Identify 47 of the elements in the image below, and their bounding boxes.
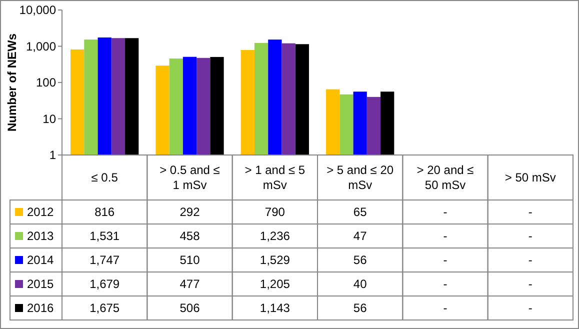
legend-label: 2016 — [27, 301, 54, 316]
y-axis-title: Number of NEWs — [5, 33, 19, 132]
data-label: 458 — [180, 229, 200, 244]
x-tick-label: > 5 and ≤ 20 mSv — [326, 163, 394, 192]
x-tick-label: ≤ 0.5 — [91, 170, 118, 185]
data-label: 506 — [180, 301, 200, 316]
data-label: 477 — [180, 277, 200, 292]
data-label: 1,531 — [90, 229, 120, 244]
text: - — [443, 253, 448, 268]
text: - — [528, 253, 532, 268]
data-label: 65 — [353, 205, 368, 220]
text: - — [443, 277, 448, 292]
data-label: 1,679 — [90, 277, 120, 292]
legend-label: 2014 — [27, 253, 54, 268]
text: - — [528, 277, 532, 292]
legend-label: 2012 — [27, 205, 54, 220]
data-label: 1,675 — [90, 301, 120, 316]
legend-label: 2015 — [27, 277, 54, 292]
y-tick-label: 100 — [36, 76, 56, 90]
text: - — [443, 205, 448, 220]
text: - — [443, 301, 448, 316]
y-tick-label: 1,000 — [26, 39, 56, 54]
data-label: 1,236 — [260, 229, 290, 244]
data-label: 790 — [264, 205, 286, 220]
text: - — [528, 301, 532, 316]
x-tick-label: > 50 mSv — [504, 170, 556, 185]
data-label: 1,747 — [90, 253, 120, 268]
legend-label: 2013 — [27, 229, 54, 244]
data-label: 1,143 — [260, 301, 290, 316]
text: - — [528, 229, 532, 244]
x-tick-label: > 20 and ≤ 50 mSv — [416, 163, 474, 192]
y-tick-label: 10 — [42, 112, 56, 126]
text: - — [528, 205, 532, 220]
data-label: 47 — [353, 229, 368, 244]
text: - — [443, 229, 448, 244]
data-label: 40 — [353, 277, 368, 292]
data-label: 56 — [353, 301, 368, 316]
y-tick-label: 10,000 — [19, 3, 56, 18]
data-label: 816 — [94, 205, 115, 220]
data-label: 56 — [353, 253, 368, 268]
data-label: 292 — [180, 205, 200, 220]
data-label: 1,529 — [260, 253, 290, 268]
x-tick-label: > 1 and ≤ 5 mSv — [244, 163, 306, 192]
data-label: 510 — [180, 253, 200, 268]
x-tick-label: > 0.5 and ≤ 1 mSv — [160, 163, 220, 192]
y-tick-label: 1 — [49, 148, 56, 162]
data-label: 1,205 — [260, 277, 290, 292]
